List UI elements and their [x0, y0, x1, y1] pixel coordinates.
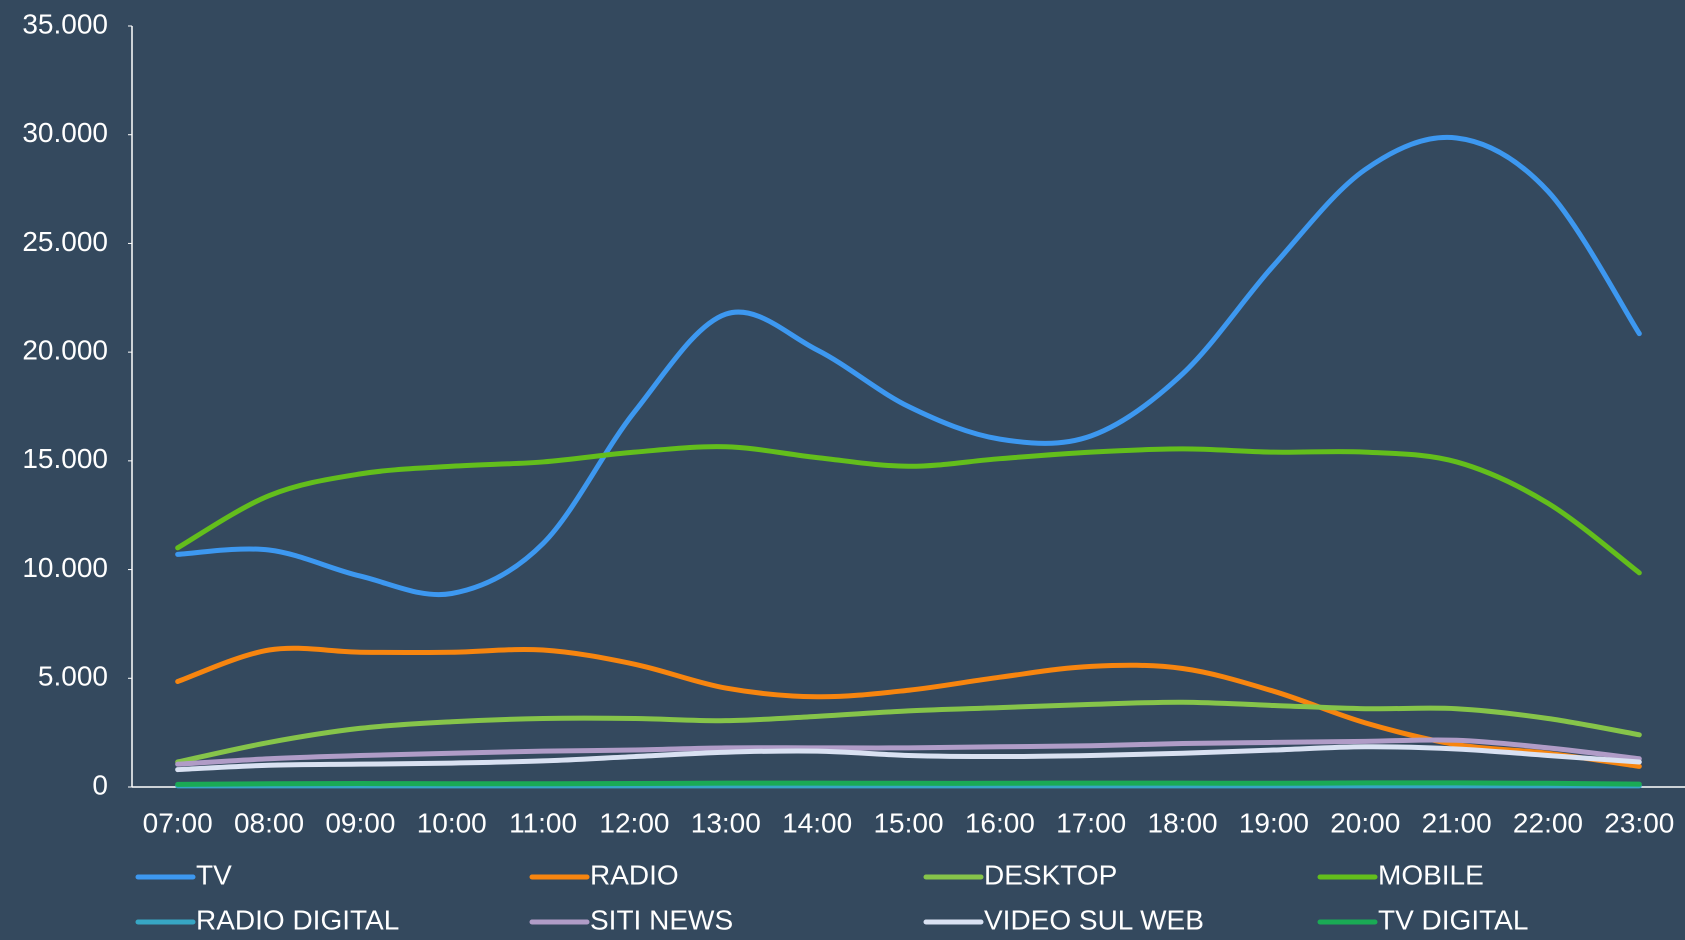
legend-label: TV [196, 859, 232, 890]
x-tick-label: 18:00 [1148, 807, 1218, 838]
y-tick-label: 15.000 [22, 443, 108, 474]
x-tick-label: 08:00 [234, 807, 304, 838]
series-line [175, 645, 1642, 769]
x-tick-label: 13:00 [691, 807, 761, 838]
x-tick-label: 16:00 [965, 807, 1035, 838]
series-line [175, 134, 1642, 598]
x-tick-label: 20:00 [1330, 807, 1400, 838]
x-tick-label: 17:00 [1056, 807, 1126, 838]
x-tick-label: 11:00 [509, 807, 577, 838]
y-tick-label: 20.000 [22, 335, 108, 366]
x-tick-label: 12:00 [599, 807, 669, 838]
series-line [175, 744, 1642, 773]
y-tick-label: 5.000 [38, 661, 108, 692]
x-tick-label: 10:00 [417, 807, 487, 838]
x-tick-label: 07:00 [143, 807, 213, 838]
series-line [175, 699, 1642, 765]
x-tick-label: 21:00 [1422, 807, 1492, 838]
legend-label: SITI NEWS [590, 904, 733, 935]
x-tick-label: 09:00 [325, 807, 395, 838]
y-tick-label: 10.000 [22, 552, 108, 583]
x-tick-label: 15:00 [873, 807, 943, 838]
y-tick-label: 25.000 [22, 226, 108, 257]
series-line [175, 444, 1642, 576]
y-tick-label: 35.000 [22, 8, 108, 39]
x-tick-label: 22:00 [1513, 807, 1583, 838]
x-tick-label: 14:00 [782, 807, 852, 838]
y-tick-label: 0 [92, 769, 108, 800]
legend-label: DESKTOP [984, 859, 1117, 890]
y-tick-label: 30.000 [22, 117, 108, 148]
legend-label: RADIO DIGITAL [196, 904, 399, 935]
x-tick-label: 23:00 [1604, 807, 1674, 838]
series-line [175, 737, 1642, 767]
x-tick-label: 19:00 [1239, 807, 1309, 838]
legend-label: TV DIGITAL [1378, 904, 1528, 935]
legend-label: RADIO [590, 859, 679, 890]
legend-label: MOBILE [1378, 859, 1484, 890]
legend-label: VIDEO SUL WEB [984, 904, 1204, 935]
series-line [175, 780, 1642, 787]
